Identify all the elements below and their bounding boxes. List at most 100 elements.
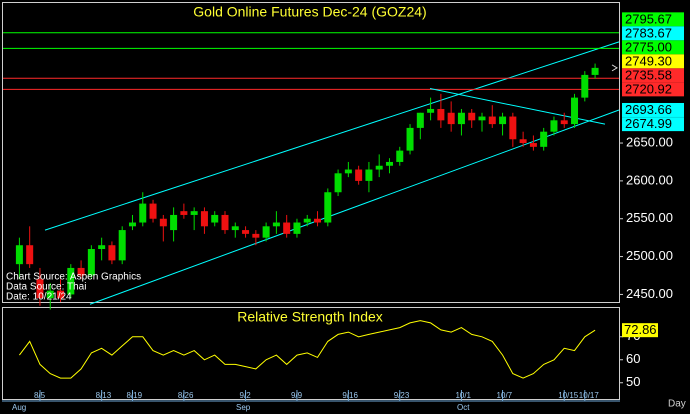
y-tick-label: 2550.00 <box>626 210 673 225</box>
level-label: 2735.58 <box>625 67 672 82</box>
chart-title: Gold Online Futures Dec-24 (GOZ24) <box>193 4 426 20</box>
level-label-box <box>622 26 684 41</box>
candle-body <box>427 108 435 113</box>
candle-body <box>447 112 455 125</box>
x-tick-label: 8/5 <box>34 391 46 400</box>
candle-body <box>499 116 507 125</box>
x-tick-label: 10/7 <box>497 391 513 400</box>
candle-body <box>416 112 424 128</box>
candle-body <box>200 211 208 227</box>
level-label: 2720.92 <box>625 81 672 96</box>
level-label-box <box>622 54 684 69</box>
candle-body <box>36 279 44 299</box>
level-label-box <box>622 68 684 83</box>
candle-body <box>221 214 229 231</box>
candle-body <box>108 245 116 261</box>
trend-line <box>44 41 620 231</box>
candle-body <box>468 112 476 121</box>
candle-body <box>437 108 445 121</box>
candle-body <box>591 67 599 75</box>
x-tick-label: 9/23 <box>394 391 410 400</box>
x-tick-label: 10/17 <box>579 391 600 400</box>
candle-body <box>283 222 291 234</box>
candle-body <box>509 116 517 140</box>
candle-body <box>242 230 250 234</box>
month-label: Oct <box>457 403 470 412</box>
level-label: 2775.00 <box>625 39 672 54</box>
x-tick-label: 9/2 <box>240 391 252 400</box>
level-label: 2795.67 <box>625 11 672 26</box>
x-tick-label: 9/9 <box>291 391 303 400</box>
candle-body <box>334 173 342 193</box>
level-label-box <box>622 117 684 132</box>
y-tick-label: 2500.00 <box>626 248 673 263</box>
level-label-box <box>622 82 684 97</box>
annotation: Date: 10/21/24 <box>6 292 72 303</box>
candle-body <box>375 165 383 170</box>
candle-body <box>303 218 311 223</box>
candle-body <box>26 245 34 265</box>
month-label: Aug <box>12 403 26 412</box>
level-label: 2783.67 <box>625 25 672 40</box>
rsi-y-tick-label: 50 <box>626 374 640 389</box>
rsi-line <box>19 320 596 379</box>
candle-body <box>231 226 239 231</box>
y-tick-label: 2600.00 <box>626 172 673 187</box>
candle-body <box>355 169 363 181</box>
candle-body <box>385 161 393 166</box>
level-label: 2749.30 <box>625 53 672 68</box>
candle-body <box>457 112 465 125</box>
last-price-arrow <box>611 64 618 72</box>
x-tick-label: 8/26 <box>178 391 194 400</box>
level-label: 2674.99 <box>625 116 672 131</box>
rsi-y-tick-label: 60 <box>626 351 640 366</box>
rsi-last-label: 72.86 <box>624 322 657 337</box>
candle-body <box>324 192 332 223</box>
candle-body <box>149 203 157 219</box>
candle-body <box>87 249 95 276</box>
candle-body <box>581 74 589 98</box>
candle-body <box>519 139 527 144</box>
candle-body <box>46 290 54 299</box>
candle-body <box>67 267 75 295</box>
candle-body <box>190 211 198 215</box>
candle-body <box>560 120 568 125</box>
level-label-box <box>622 40 684 55</box>
candle-body <box>396 150 404 162</box>
x-tick-label: 8/19 <box>126 391 142 400</box>
candle-body <box>272 222 280 227</box>
candle-body <box>293 222 301 234</box>
candle-body <box>139 203 147 223</box>
annotation: Chart Source: Aspen Graphics <box>6 272 141 283</box>
candle-body <box>211 214 219 223</box>
x-tick-label: 10/1 <box>455 391 471 400</box>
candle-body <box>15 245 23 265</box>
candle-body <box>262 226 270 238</box>
candle-body <box>529 143 537 147</box>
candle-body <box>98 245 106 250</box>
rsi-last-box <box>622 323 658 338</box>
candle-body <box>77 267 85 276</box>
candle-body <box>57 290 65 299</box>
candle-body <box>540 131 548 147</box>
candle-body <box>344 169 352 174</box>
candle-body <box>406 127 414 151</box>
candle-body <box>170 214 178 231</box>
level-label: 2693.66 <box>625 102 672 117</box>
candle-body <box>571 97 579 125</box>
candle-body <box>159 218 167 227</box>
y-tick-label: 2450.00 <box>626 286 673 301</box>
candle-body <box>314 218 322 223</box>
x-tick-label: 9/16 <box>342 391 358 400</box>
candle-body <box>252 233 260 238</box>
candle-body <box>118 230 126 261</box>
level-label-box <box>622 12 684 27</box>
price-panel <box>2 2 620 303</box>
x-unit-label: Day <box>668 399 686 410</box>
x-tick-label: 8/13 <box>96 391 112 400</box>
candle-body <box>478 116 486 121</box>
rsi-panel <box>2 307 620 400</box>
